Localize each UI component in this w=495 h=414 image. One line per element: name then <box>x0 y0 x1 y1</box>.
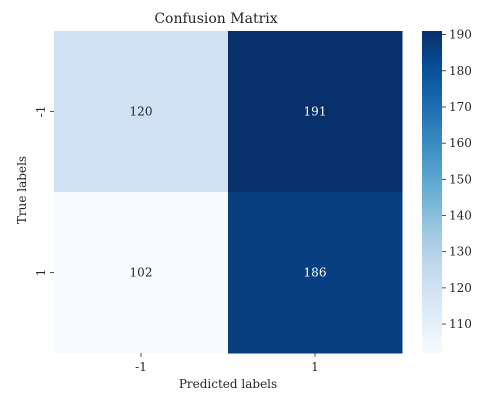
heatmap-cell <box>54 31 229 193</box>
cell-value-label: 191 <box>304 105 327 119</box>
x-axis-label: Predicted labels <box>179 377 277 391</box>
colorbar <box>422 31 442 353</box>
x-axis-ticks: -1 1 <box>135 353 319 374</box>
heatmap-cell <box>228 192 403 354</box>
colorbar-tick-label: 110 <box>449 317 472 331</box>
colorbar-tick-label: 150 <box>449 172 472 186</box>
heatmap-cell <box>54 192 229 354</box>
y-axis-label: True labels <box>15 156 29 224</box>
y-axis-ticks: -1 1 <box>34 106 54 277</box>
cell-value-label: 186 <box>304 266 327 280</box>
x-tick-label: -1 <box>135 360 147 374</box>
colorbar-tick-label: 130 <box>449 245 472 259</box>
colorbar-tick-label: 140 <box>449 209 472 223</box>
colorbar-ticks: 110 120 130 140 150 160 170 180 190 <box>442 28 472 331</box>
colorbar-tick-label: 180 <box>449 64 472 78</box>
colorbar-tick-label: 170 <box>449 100 472 114</box>
x-tick-label: 1 <box>311 360 319 374</box>
chart-title: Confusion Matrix <box>154 11 277 27</box>
colorbar-tick-label: 160 <box>449 136 472 150</box>
colorbar-tick-label: 120 <box>449 281 472 295</box>
cell-value-label: 120 <box>130 105 153 119</box>
heatmap-grid: 120 191 102 186 <box>54 31 403 354</box>
heatmap-cell <box>228 31 403 193</box>
colorbar-tick-label: 190 <box>449 28 472 42</box>
y-tick-label: -1 <box>34 106 48 118</box>
cell-value-label: 102 <box>130 266 153 280</box>
y-tick-label: 1 <box>34 269 48 277</box>
